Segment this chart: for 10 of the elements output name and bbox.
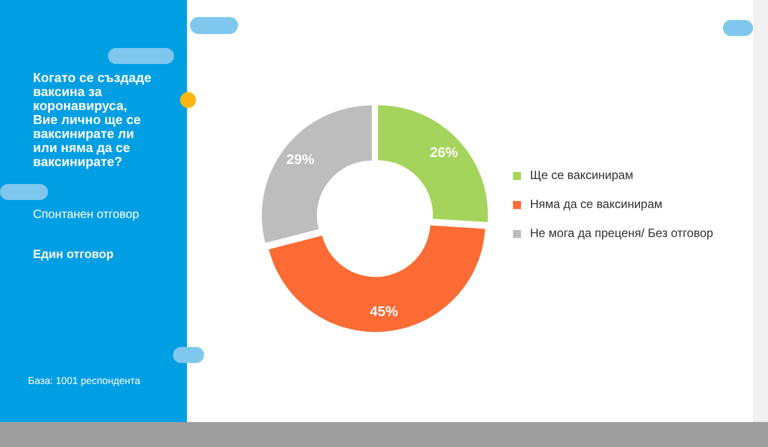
text: Спонтанен отговор (33, 207, 140, 221)
text: Когато се създаде ваксина за коронавируса, Вие лично ще се ваксинирате ли или няма да се ваксинирате? (33, 70, 152, 169)
text: Един отговор (33, 247, 114, 261)
text: База: 1001 респондента (28, 376, 141, 387)
legend-label: Ще се ваксинирам (530, 168, 634, 182)
data-label: 29% (286, 150, 315, 167)
legend-label: Няма да се ваксинирам (530, 197, 662, 212)
data-label: 45% (370, 302, 398, 319)
data-label: 26% (430, 144, 458, 160)
legend-label: Не мога да преценя/ Без отговор (530, 226, 714, 240)
